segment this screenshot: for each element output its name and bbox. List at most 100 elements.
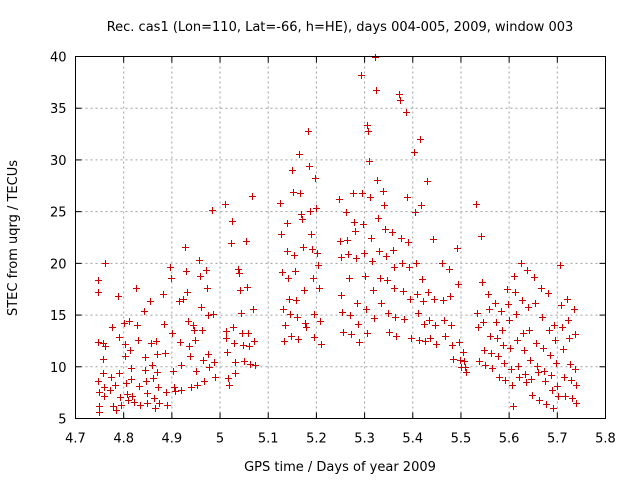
data-point [520,330,527,337]
data-point [228,240,235,247]
data-point [312,175,319,182]
data-point [238,310,245,317]
data-point [573,400,580,407]
data-point [252,362,259,369]
data-point [149,362,156,369]
data-point [144,390,151,397]
data-point [169,330,176,337]
data-point [126,318,133,325]
data-point [225,375,232,382]
x-tick-label: 4.9 [162,432,183,447]
data-point [419,276,426,283]
data-point [311,334,318,341]
x-tick-label: 5.4 [402,432,423,447]
data-point [347,312,354,319]
data-point [494,335,501,342]
data-point [102,260,109,267]
data-point [154,351,161,358]
data-point [118,402,125,409]
data-point [315,262,322,269]
data-point [367,194,374,201]
plot-frame [75,56,606,419]
data-point [417,136,424,143]
data-point [154,369,161,376]
data-point [519,297,526,304]
data-point [515,363,522,370]
data-point [559,324,566,331]
data-point [552,337,559,344]
data-point [193,368,200,375]
data-point [131,399,138,406]
data-point [245,330,252,337]
grid-lines [75,56,606,419]
data-point [380,188,387,195]
data-point [457,357,464,364]
data-point [197,273,204,280]
data-point [168,275,175,282]
data-point [338,254,345,261]
data-point [411,149,418,156]
data-point [403,109,410,116]
x-tick-labels: 4.7 4.8 4.9 5 5.1 5.2 5.3 5.4 5.5 5.6 5.7 5.8 [65,432,616,447]
data-point [184,289,191,296]
data-point [194,382,201,389]
x-tick-label: 5.7 [547,432,568,447]
data-point [170,368,177,375]
data-point [196,257,203,264]
data-point [203,267,210,274]
data-point [286,296,293,303]
data-point [160,291,167,298]
data-point [294,314,301,321]
data-point [239,330,246,337]
data-point [522,371,529,378]
data-point [416,337,423,344]
data-point [565,317,572,324]
data-point [117,394,124,401]
data-point [359,190,366,197]
data-point [568,377,575,384]
data-point [232,359,239,366]
data-point [199,327,206,334]
data-point [292,268,299,275]
data-point [316,285,323,292]
data-point [546,327,553,334]
data-point [482,362,489,369]
data-point [289,167,296,174]
data-point [211,359,218,366]
data-point [282,322,289,329]
data-point [362,273,369,280]
data-point [290,189,297,196]
data-point [180,296,187,303]
data-point [505,301,512,308]
data-point [545,290,552,297]
data-point [351,219,358,226]
data-point [572,331,579,338]
data-point [449,342,456,349]
data-point [422,338,429,345]
data-point [493,319,500,326]
x-tick-label: 5.6 [499,432,520,447]
data-point [560,346,567,353]
data-point [343,209,350,216]
data-point [499,327,506,334]
y-tick-label: 25 [50,206,67,221]
data-point [129,393,136,400]
data-point [397,97,404,104]
data-point [295,336,302,343]
data-point [400,288,407,295]
data-point [365,128,372,135]
data-point [230,324,237,331]
data-point [291,252,298,259]
data-point [384,277,391,284]
data-point [377,275,384,282]
data-point [279,269,286,276]
data-point [297,190,304,197]
data-point [167,264,174,271]
data-point [475,324,482,331]
data-point [206,364,213,371]
x-tick-label: 5.8 [595,432,616,447]
data-point [309,246,316,253]
data-point [393,333,400,340]
data-point [366,158,373,165]
data-point [96,403,103,410]
